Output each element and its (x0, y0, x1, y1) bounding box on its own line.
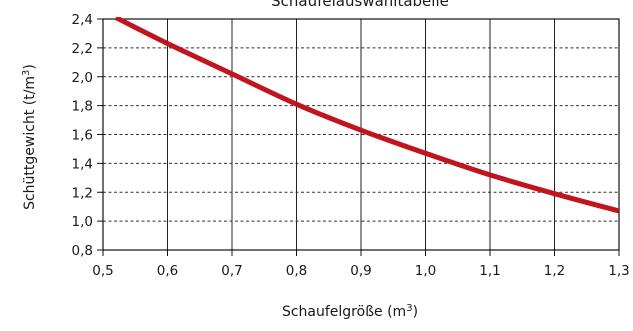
y-tick-label: 1,4 (72, 156, 93, 172)
x-tick-label: 0,9 (350, 263, 371, 279)
y-tick-label: 2,2 (72, 41, 93, 57)
y-axis-ticks: 0,8 1,0 1,2 1,4 1,6 1,8 2,0 2,2 2,4 (72, 12, 103, 259)
y-tick-label: 1,0 (72, 214, 93, 230)
y-axis-label: Schüttgewicht (t/m3) (21, 64, 39, 210)
x-axis-label: Schaufelgröße (m3) (282, 303, 418, 321)
y-tick-label: 0,8 (72, 243, 93, 259)
chart-title: Schaufelauswahltabelle (271, 0, 449, 10)
x-tick-label: 0,7 (221, 263, 242, 279)
y-tick-label: 2,0 (72, 70, 93, 86)
x-tick-label: 1,1 (479, 263, 500, 279)
x-tick-label: 1,0 (415, 263, 436, 279)
x-axis-ticks: 0,5 0,6 0,7 0,8 0,9 1,0 1,1 1,2 1,3 (92, 250, 630, 279)
x-tick-label: 0,5 (92, 263, 113, 279)
series-line (114, 17, 619, 214)
grid (103, 19, 619, 250)
y-axis-label-close: ) (22, 64, 38, 69)
x-tick-label: 0,6 (157, 263, 178, 279)
y-tick-label: 2,4 (72, 12, 93, 28)
series-group (114, 17, 619, 214)
y-tick-label: 1,6 (72, 128, 93, 144)
x-tick-label: 1,2 (544, 263, 565, 279)
y-tick-label: 1,8 (72, 99, 93, 115)
x-axis-label-close: ) (413, 304, 418, 320)
x-axis-label-superscript: 3 (406, 303, 412, 314)
x-tick-label: 1,3 (608, 263, 629, 279)
y-tick-label: 1,2 (72, 185, 93, 201)
y-axis-label-text: Schüttgewicht (t/m (22, 76, 38, 210)
x-axis-label-text: Schaufelgröße (m (282, 304, 406, 320)
y-axis-label-superscript: 3 (21, 70, 32, 76)
x-tick-label: 0,8 (286, 263, 307, 279)
